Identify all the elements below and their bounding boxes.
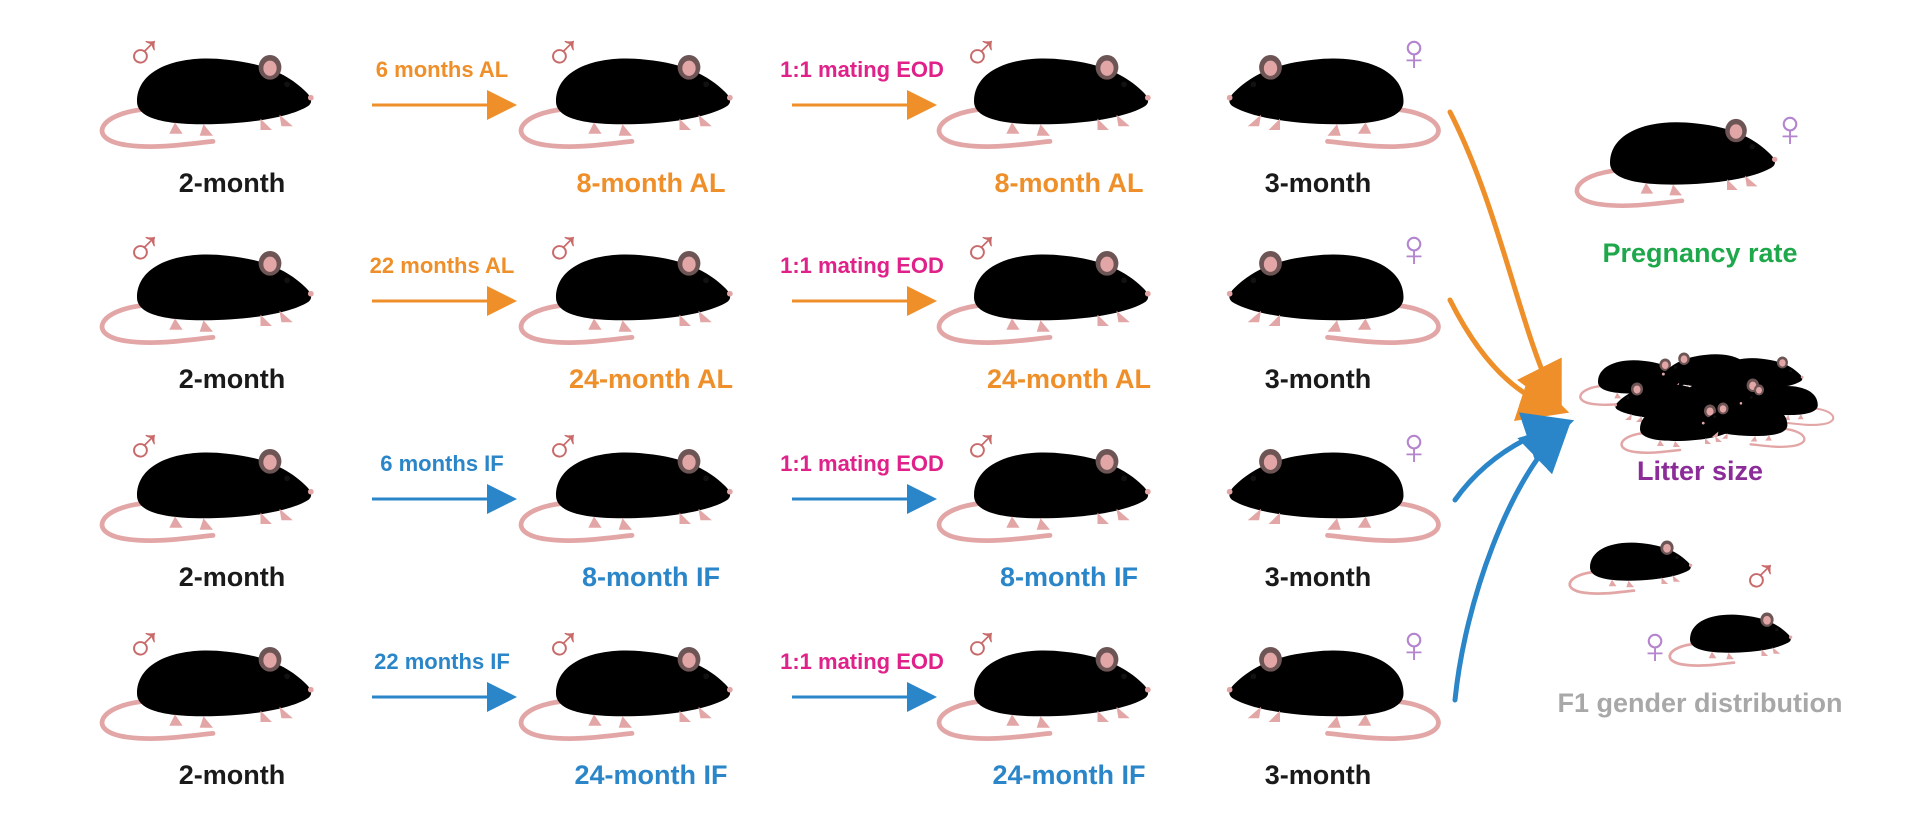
row1-aged-male-symbol: ♂ [544, 22, 583, 80]
row3-mating-label: 1:1 mating EOD [780, 451, 944, 476]
row3-female-label: 3-month [1265, 562, 1371, 592]
row1-female-symbol: ♀ [1395, 24, 1434, 82]
row3-mated-label: 8-month IF [1000, 562, 1138, 592]
row1-aged-label: 8-month AL [577, 168, 726, 198]
converge-arrow-1 [1447, 109, 1562, 414]
row1-start-label: 2-month [179, 168, 285, 198]
labels-layer: ♂ ♂ ♂ ♀ 6 months AL 1:1 mating EOD 2-month 8-mo… [125, 22, 1843, 790]
row1-mated-label: 8-month AL [995, 168, 1144, 198]
row2-start-male-symbol: ♂ [125, 218, 164, 276]
row4-treatment-label: 22 months IF [374, 649, 510, 674]
row4-female-symbol: ♀ [1395, 616, 1434, 674]
pregnancy-mouse [1577, 119, 1778, 206]
row4-mating-label: 1:1 mating EOD [780, 649, 944, 674]
row1-mating-label: 1:1 mating EOD [780, 57, 944, 82]
row4-female-label: 3-month [1265, 760, 1371, 790]
row1-treatment-label: 6 months AL [376, 57, 508, 82]
f1-male-symbol: ♂ [1741, 546, 1780, 604]
row3-start-male-symbol: ♂ [125, 416, 164, 474]
row1-female-label: 3-month [1265, 168, 1371, 198]
row3-mated-male-symbol: ♂ [962, 416, 1001, 474]
row2-mating-label: 1:1 mating EOD [780, 253, 944, 278]
f1-gender-label: F1 gender distribution [1557, 688, 1842, 718]
row2-mated-male-symbol: ♂ [962, 218, 1001, 276]
f1-male-mouse [1568, 539, 1694, 595]
f1-female-mouse [1668, 611, 1794, 667]
row1-mated-male-symbol: ♂ [962, 22, 1001, 80]
row2-start-label: 2-month [179, 364, 285, 394]
row4-start-male-symbol: ♂ [125, 614, 164, 672]
row3-treatment-label: 6 months IF [380, 451, 503, 476]
f1-female-symbol: ♀ [1636, 617, 1675, 675]
row3-aged-male-symbol: ♂ [544, 416, 583, 474]
row3-aged-label: 8-month IF [582, 562, 720, 592]
row4-aged-male-symbol: ♂ [544, 614, 583, 672]
row2-aged-male-symbol: ♂ [544, 218, 583, 276]
row2-mated-label: 24-month AL [987, 364, 1151, 394]
row4-mated-label: 24-month IF [993, 760, 1146, 790]
converge-arrow-2 [1447, 297, 1570, 421]
pregnancy-female-symbol: ♀ [1771, 100, 1810, 158]
row4-aged-label: 24-month IF [575, 760, 728, 790]
row1-start-male-symbol: ♂ [125, 22, 164, 80]
row2-aged-label: 24-month AL [569, 364, 733, 394]
row2-female-label: 3-month [1265, 364, 1371, 394]
row4-mated-male-symbol: ♂ [962, 614, 1001, 672]
row4-start-label: 2-month [179, 760, 285, 790]
row2-female-symbol: ♀ [1395, 220, 1434, 278]
converge-arrow-4 [1452, 421, 1571, 703]
arrows-layer [372, 90, 1575, 712]
pregnancy-rate-label: Pregnancy rate [1602, 238, 1797, 268]
row2-treatment-label: 22 months AL [370, 253, 515, 278]
row3-start-label: 2-month [179, 562, 285, 592]
row3-female-symbol: ♀ [1395, 418, 1434, 476]
litter-size-label: Litter size [1637, 456, 1763, 486]
converge-arrow-3 [1452, 412, 1575, 503]
